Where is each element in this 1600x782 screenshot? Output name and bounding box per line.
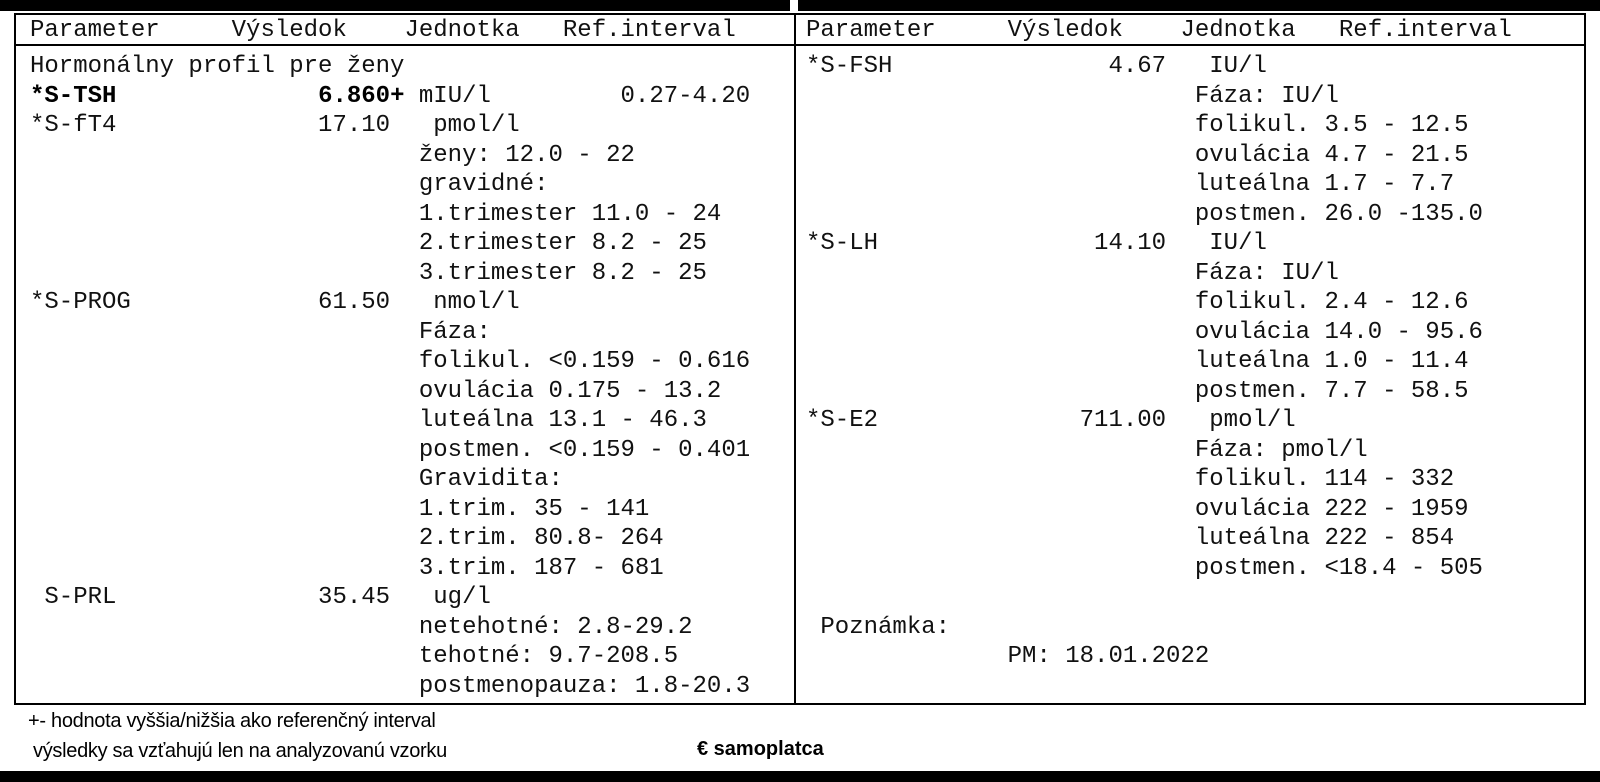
result-line: *S-fT4 17.10 pmol/l	[30, 112, 520, 139]
result-line: luteálna 222 - 854	[806, 525, 1455, 552]
results-table: Parameter Výsledok Jednotka Ref.interval…	[14, 13, 1586, 705]
result-line: Gravidita:	[30, 466, 563, 493]
result-line: *S-E2 711.00 pmol/l	[806, 407, 1296, 434]
page-top-rule-right	[798, 0, 1600, 11]
right-results-column: *S-FSH 4.67 IU/l Fáza: IU/l folikul. 3.5…	[806, 52, 1483, 672]
result-line: postmen. <0.159 - 0.401	[30, 436, 751, 464]
left-results-column: Hormonálny profil pre ženy *S-TSH 6.860+ …	[30, 52, 750, 701]
result-line: luteálna 1.0 - 11.4	[806, 348, 1469, 375]
result-line: Fáza: IU/l	[806, 259, 1339, 287]
result-line: Hormonálny profil pre ženy	[30, 53, 405, 80]
result-line: Fáza: pmol/l	[806, 436, 1368, 464]
result-line: tehotné: 9.7-208.5	[30, 643, 679, 670]
result-line	[806, 583, 1483, 613]
column-divider	[794, 15, 796, 703]
result-line: *S-LH 14.10 IU/l	[806, 230, 1267, 257]
result-line: S-PRL 35.45 ug/l	[30, 584, 491, 611]
result-line: Poznámka:	[806, 613, 951, 641]
result-line: postmenopauza: 1.8-20.3	[30, 672, 751, 700]
result-line: luteálna 13.1 - 46.3	[30, 407, 707, 434]
result-line: 2.trimester 8.2 - 25	[30, 230, 707, 257]
result-line: netehotné: 2.8-29.2	[30, 613, 693, 641]
result-line: postmen. 7.7 - 58.5	[806, 377, 1469, 405]
result-line: PM: 18.01.2022	[806, 643, 1210, 670]
result-line: folikul. 114 - 332	[806, 466, 1455, 493]
result-line: postmen. 26.0 -135.0	[806, 200, 1483, 228]
result-line: folikul. 3.5 - 12.5	[806, 112, 1469, 139]
page-top-rule-left	[0, 0, 790, 11]
result-line: Fáza:	[30, 318, 491, 346]
result-line: folikul. 2.4 - 12.6	[806, 289, 1469, 316]
table-header-row: Parameter Výsledok Jednotka Ref.interval…	[16, 15, 1584, 46]
left-column-header: Parameter Výsledok Jednotka Ref.interval	[30, 17, 736, 44]
result-line: ovulácia 222 - 1959	[806, 495, 1469, 523]
result-line: ovulácia 14.0 - 95.6	[806, 318, 1483, 346]
result-line: ženy: 12.0 - 22	[30, 141, 635, 169]
self-payer-label: € samoplatca	[697, 738, 824, 760]
result-line: Fáza: IU/l	[806, 82, 1339, 110]
table-body: Hormonálny profil pre ženy *S-TSH 6.860+ …	[16, 46, 1584, 703]
result-line: 2.trim. 80.8- 264	[30, 525, 664, 552]
result-line: postmen. <18.4 - 505	[806, 554, 1483, 582]
page-bottom-rule	[0, 771, 1600, 782]
result-line: gravidné:	[30, 171, 549, 198]
result-line: 1.trim. 35 - 141	[30, 495, 650, 523]
result-line: *S-FSH 4.67 IU/l	[806, 53, 1267, 80]
footnote-abnormal-flag: +- hodnota vyššia/nižšia ako referenčný …	[28, 710, 436, 732]
result-line: ovulácia 4.7 - 21.5	[806, 141, 1469, 169]
result-line: 1.trimester 11.0 - 24	[30, 200, 722, 228]
result-line: folikul. <0.159 - 0.616	[30, 348, 751, 375]
footnote-sample-scope: výsledky sa vzťahujú len na analyzovanú …	[33, 740, 447, 762]
result-line: luteálna 1.7 - 7.7	[806, 171, 1455, 198]
right-column-header: Parameter Výsledok Jednotka Ref.interval	[806, 17, 1512, 44]
result-line: *S-TSH 6.860+ mIU/l 0.27-4.20	[30, 82, 751, 110]
result-line: *S-PROG 61.50 nmol/l	[30, 289, 520, 316]
result-line: 3.trimester 8.2 - 25	[30, 259, 707, 287]
result-line: ovulácia 0.175 - 13.2	[30, 377, 722, 405]
result-line: 3.trim. 187 - 681	[30, 554, 664, 582]
